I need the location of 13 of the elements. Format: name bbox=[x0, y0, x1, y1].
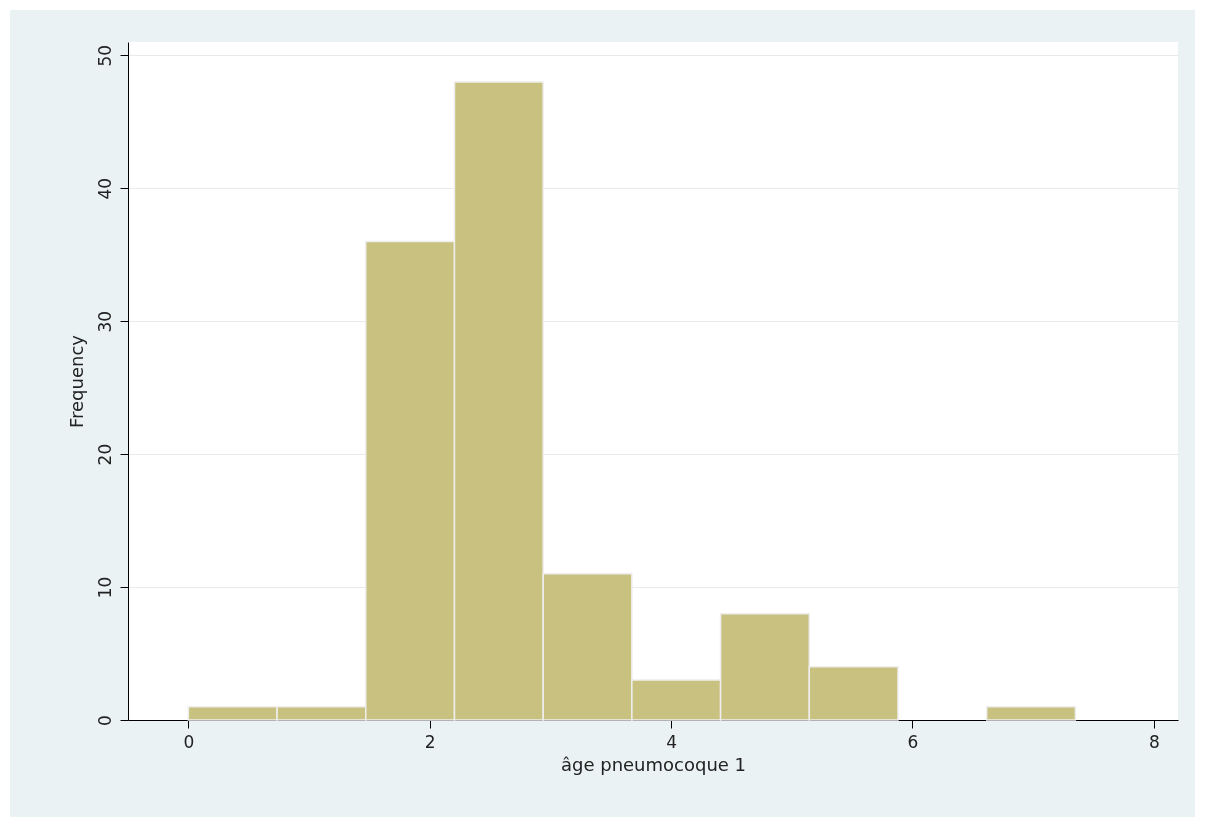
y-tick-label: 30 bbox=[94, 310, 115, 333]
x-tick-label: 0 bbox=[183, 731, 195, 752]
x-tick-label: 2 bbox=[424, 731, 436, 752]
y-tick-label: 40 bbox=[94, 177, 115, 200]
y-tick-label: 20 bbox=[94, 443, 115, 466]
x-tick-label: 8 bbox=[1148, 731, 1160, 752]
y-axis-title: Frequency bbox=[65, 334, 87, 428]
y-tick-label: 0 bbox=[94, 715, 115, 726]
y-tick-label: 50 bbox=[94, 44, 115, 67]
y-tick-label: 10 bbox=[94, 576, 115, 599]
x-tick-label: 4 bbox=[666, 731, 678, 752]
x-tick-label: 6 bbox=[907, 731, 919, 752]
x-axis-title: âge pneumocoque 1 bbox=[560, 753, 747, 775]
